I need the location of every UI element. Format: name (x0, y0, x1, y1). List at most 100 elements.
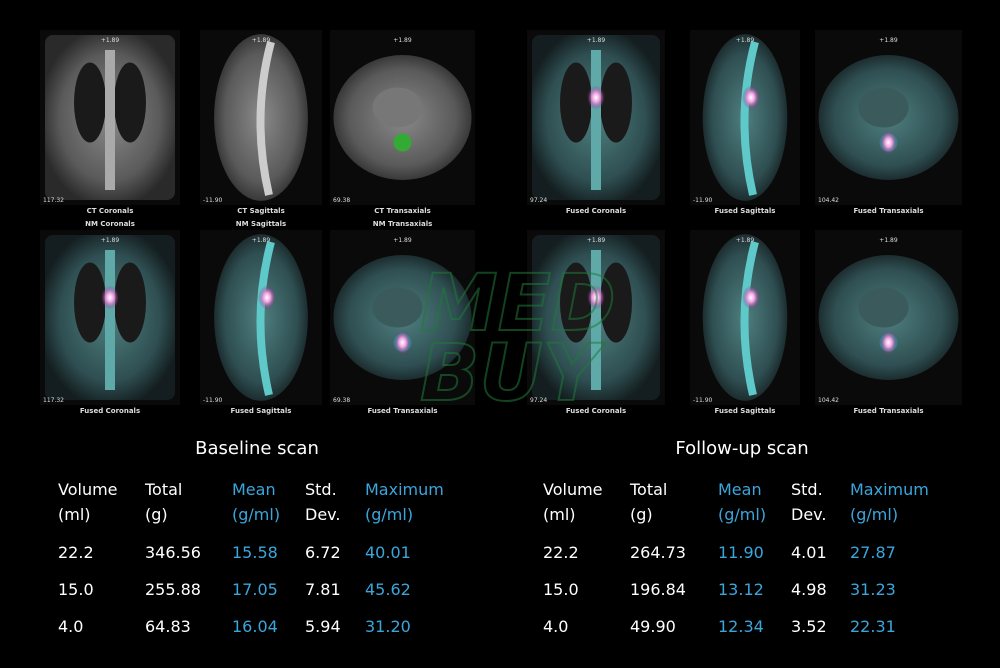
slice-position: 104.42 (818, 197, 839, 204)
column-header: Maximum (850, 480, 929, 499)
image-sublabel: NM Coronals (85, 220, 135, 228)
heart (372, 87, 423, 128)
spine (591, 50, 601, 190)
column-header: Mean (232, 480, 276, 499)
lung (600, 262, 632, 343)
scan-image (200, 230, 322, 405)
table-cell: 15.58 (232, 543, 278, 562)
uptake (879, 130, 898, 155)
column-header: (g/ml) (850, 505, 898, 524)
table-cell: 7.81 (305, 580, 341, 599)
table-cell: 49.90 (630, 617, 676, 636)
image-caption: Fused Sagittals (231, 407, 292, 415)
lung (114, 62, 146, 143)
column-header: (ml) (58, 505, 91, 524)
lung (600, 62, 632, 143)
uptake (101, 285, 119, 310)
scan-image (330, 230, 475, 405)
watermark: MED (420, 259, 616, 349)
table-cell: 45.62 (365, 580, 411, 599)
spine (105, 250, 115, 390)
orientation-label: +1.89 (393, 237, 412, 244)
table-cell: 11.90 (718, 543, 764, 562)
column-header: Dev. (791, 505, 826, 524)
table-title: Baseline scan (195, 438, 319, 459)
slice-position: 69.38 (333, 397, 350, 404)
column-header: Volume (543, 480, 603, 499)
table-cell: 16.04 (232, 617, 278, 636)
table-cell: 15.0 (58, 580, 94, 599)
slice-position: 104.42 (818, 397, 839, 404)
table-cell: 13.12 (718, 580, 764, 599)
image-caption: Fused Coronals (80, 407, 140, 415)
table-cell: 4.0 (58, 617, 83, 636)
image-caption: Fused Coronals (566, 207, 626, 215)
heart (858, 287, 909, 328)
table-cell: 22.31 (850, 617, 896, 636)
table-cell: 15.0 (543, 580, 579, 599)
orientation-label: +1.89 (879, 237, 898, 244)
scan-image (330, 30, 475, 205)
lung (74, 62, 106, 143)
image-caption: CT Sagittals (237, 207, 285, 215)
table-cell: 64.83 (145, 617, 191, 636)
table-cell: 31.23 (850, 580, 896, 599)
orientation-label: +1.89 (587, 237, 606, 244)
lung (560, 62, 592, 143)
image-caption: CT Transaxials (374, 207, 431, 215)
column-header: (g) (145, 505, 168, 524)
table-cell: 22.2 (58, 543, 94, 562)
heart (858, 87, 909, 128)
table-cell: 40.01 (365, 543, 411, 562)
column-header: Total (629, 480, 667, 499)
column-header: Maximum (365, 480, 444, 499)
spine (740, 240, 759, 396)
spine (105, 50, 115, 190)
image-sublabel: NM Sagittals (236, 220, 286, 228)
column-header: (g/ml) (718, 505, 766, 524)
table-cell: 17.05 (232, 580, 278, 599)
scan-image (815, 230, 962, 405)
slice-position: -11.90 (203, 197, 223, 204)
spine (256, 40, 275, 196)
scan-image (40, 230, 180, 405)
orientation-label: +1.89 (252, 237, 271, 244)
image-caption: CT Coronals (87, 207, 134, 215)
slice-position: 117.32 (43, 197, 64, 204)
scan-image (200, 30, 322, 205)
uptake (742, 285, 760, 310)
table-cell: 27.87 (850, 543, 896, 562)
column-header: Std. (791, 480, 823, 499)
table-title: Follow-up scan (675, 438, 808, 459)
table-cell: 346.56 (145, 543, 201, 562)
slice-position: 97.24 (530, 397, 547, 404)
table-cell: 4.98 (791, 580, 827, 599)
table-cell: 6.72 (305, 543, 341, 562)
uptake (587, 85, 605, 110)
image-caption: Fused Sagittals (715, 207, 776, 215)
uptake (587, 285, 605, 310)
column-header: (g) (630, 505, 653, 524)
image-caption: Fused Coronals (566, 407, 626, 415)
table-cell: 5.94 (305, 617, 341, 636)
column-header: Mean (718, 480, 762, 499)
scan-image (815, 30, 962, 205)
image-caption: Fused Transaxials (853, 207, 923, 215)
column-header: (g/ml) (232, 505, 280, 524)
orientation-label: +1.89 (393, 37, 412, 44)
scan-image (40, 30, 180, 205)
table-cell: 264.73 (630, 543, 686, 562)
column-header: (ml) (543, 505, 576, 524)
table-cell: 4.01 (791, 543, 827, 562)
table-cell: 4.0 (543, 617, 568, 636)
watermark: BUY (420, 329, 607, 419)
uptake (742, 85, 760, 110)
slice-position: -11.90 (693, 397, 713, 404)
image-caption: Fused Transaxials (367, 407, 437, 415)
heart (372, 287, 423, 328)
image-caption: Fused Sagittals (715, 407, 776, 415)
table-cell: 255.88 (145, 580, 201, 599)
orientation-label: +1.89 (101, 237, 120, 244)
uptake (393, 330, 412, 355)
